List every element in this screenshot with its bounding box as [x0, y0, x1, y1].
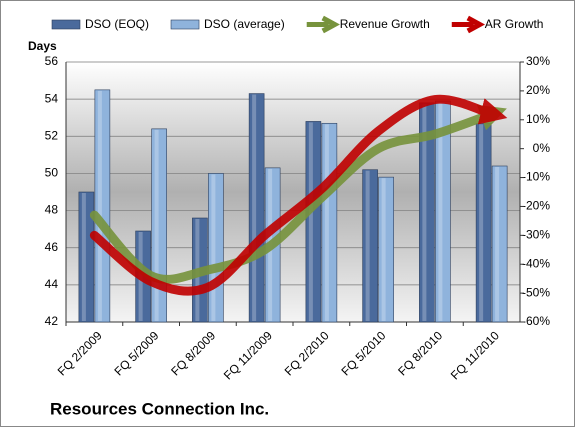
y2-tick-label: -60%: [522, 314, 550, 328]
bar-highlight: [97, 90, 102, 321]
y-tick-label: 42: [45, 314, 59, 328]
bar-highlight: [495, 167, 500, 321]
y2-tick-label: -10%: [522, 170, 550, 184]
bar: [248, 93, 265, 323]
y-tick-label: 44: [45, 277, 59, 291]
line: [89, 94, 508, 296]
y2-tick-label: -20%: [522, 199, 550, 213]
bar: [94, 89, 111, 323]
bar: [305, 121, 322, 323]
y-tick-label: 46: [45, 240, 59, 254]
bar-highlight: [81, 193, 86, 321]
y2-tick-label: 30%: [526, 54, 550, 68]
bar: [362, 169, 378, 323]
y2-tick-label: -30%: [522, 228, 550, 242]
bar-highlight: [308, 122, 313, 321]
chart-title: Resources Connection Inc.: [50, 399, 269, 418]
bar-highlight: [211, 174, 216, 321]
y-tick-label: 56: [45, 54, 59, 68]
legend-swatch: [51, 19, 81, 30]
bar-highlight: [438, 102, 443, 321]
bar-highlight: [324, 124, 329, 322]
bar: [208, 173, 224, 323]
legend-swatch: [451, 15, 486, 34]
bar: [321, 122, 338, 323]
bar-highlight: [422, 103, 427, 321]
bar-highlight: [381, 178, 386, 321]
y2-tick-label: 10%: [526, 112, 550, 126]
bar-highlight: [365, 170, 370, 321]
y-tick-label: 48: [45, 203, 59, 217]
legend-label: DSO (EOQ): [85, 17, 149, 31]
y-tick-label: 50: [45, 166, 59, 180]
y-tick-label: 54: [45, 91, 59, 105]
line: [89, 104, 507, 284]
legend-swatch: [306, 15, 340, 34]
y-axis-label: Days: [28, 39, 57, 53]
y2-tick-label: 0%: [533, 141, 551, 155]
legend-swatch: [170, 19, 200, 30]
bar: [78, 191, 95, 323]
legend-label: AR Growth: [485, 17, 544, 31]
bar-highlight: [479, 124, 484, 322]
bar: [378, 176, 394, 323]
legend-label: Revenue Growth: [340, 17, 430, 31]
bar: [491, 165, 508, 323]
bar-highlight: [252, 94, 257, 321]
bar: [151, 128, 167, 323]
legend-label: DSO (average): [204, 17, 285, 31]
y2-tick-label: -50%: [522, 285, 550, 299]
y-tick-label: 52: [45, 128, 59, 142]
bar-highlight: [154, 129, 159, 321]
y2-tick-label: -40%: [522, 256, 550, 270]
bar: [475, 122, 492, 323]
y2-tick-label: 20%: [526, 83, 550, 97]
